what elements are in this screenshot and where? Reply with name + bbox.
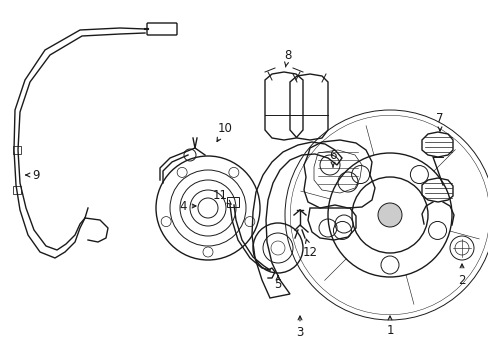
Circle shape [377, 203, 401, 227]
Text: 8: 8 [284, 49, 291, 67]
Text: 3: 3 [296, 316, 303, 339]
Text: 2: 2 [457, 264, 465, 287]
Text: 11: 11 [212, 189, 231, 204]
Text: 4: 4 [179, 199, 196, 212]
Text: 10: 10 [217, 122, 232, 141]
Text: 9: 9 [26, 168, 40, 181]
Text: 7: 7 [435, 112, 443, 131]
Text: 1: 1 [386, 316, 393, 337]
Text: 5: 5 [274, 276, 281, 292]
Text: 12: 12 [302, 239, 317, 258]
Text: 6: 6 [328, 149, 336, 167]
